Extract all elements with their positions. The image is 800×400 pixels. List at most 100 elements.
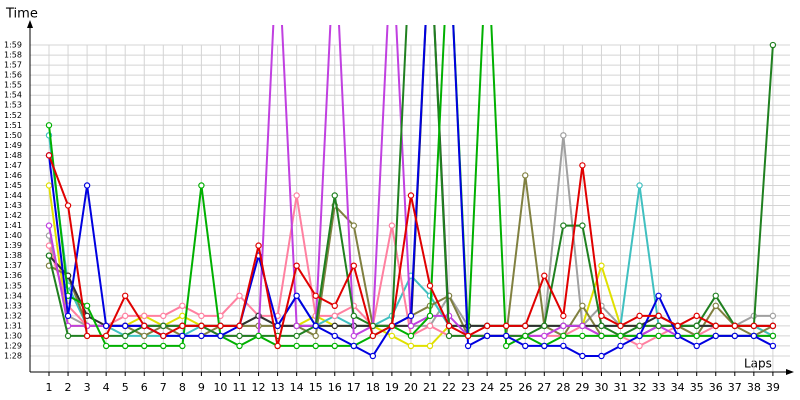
x-tick-label: 1 xyxy=(46,381,53,394)
point xyxy=(731,322,739,330)
point xyxy=(426,322,434,330)
point xyxy=(407,342,415,350)
point xyxy=(255,242,262,249)
point xyxy=(541,322,548,330)
point xyxy=(407,332,415,340)
point xyxy=(445,322,453,330)
y-tick-label: 1:47 xyxy=(4,161,22,170)
point xyxy=(141,312,148,320)
point xyxy=(141,342,148,350)
y-tick-label: 1:53 xyxy=(4,101,22,110)
point xyxy=(312,292,319,299)
y-tick-label: 1:57 xyxy=(4,61,22,70)
x-tick-label: 22 xyxy=(442,381,456,394)
point xyxy=(274,322,281,330)
point xyxy=(236,322,243,330)
point xyxy=(64,332,72,340)
point xyxy=(198,322,205,330)
point xyxy=(350,312,357,320)
y-tick-label: 1:29 xyxy=(4,341,22,350)
x-tick-label: 29 xyxy=(575,381,589,394)
x-tick-label: 26 xyxy=(518,381,532,394)
point xyxy=(121,332,129,340)
x-tick-label: 19 xyxy=(385,381,399,394)
point xyxy=(522,342,529,350)
point xyxy=(598,312,605,320)
y-tick-label: 1:34 xyxy=(4,291,22,300)
point xyxy=(350,222,357,229)
point xyxy=(121,322,129,330)
x-tick-label: 32 xyxy=(633,381,647,394)
point xyxy=(560,222,567,229)
x-tick-label: 3 xyxy=(84,381,91,394)
point xyxy=(255,332,262,340)
point xyxy=(769,332,777,340)
point xyxy=(407,322,415,330)
x-tick-label: 21 xyxy=(423,381,437,394)
point xyxy=(350,262,357,269)
point xyxy=(179,322,186,330)
point xyxy=(160,312,167,320)
x-tick-label: 30 xyxy=(594,381,608,394)
point xyxy=(445,332,453,340)
y-tick-label: 1:48 xyxy=(4,151,22,160)
point xyxy=(198,312,205,320)
x-tick-label: 8 xyxy=(179,381,186,394)
point xyxy=(769,41,777,49)
point xyxy=(293,342,300,350)
point xyxy=(560,132,567,139)
point xyxy=(636,182,643,189)
point xyxy=(102,342,110,350)
x-tick-label: 28 xyxy=(556,381,570,394)
y-tick-label: 1:42 xyxy=(4,211,22,220)
point xyxy=(293,262,300,269)
y-tick-label: 1:56 xyxy=(4,71,22,80)
point xyxy=(598,332,605,340)
point xyxy=(160,322,167,330)
y-tick-label: 1:44 xyxy=(4,191,22,200)
point xyxy=(388,332,396,340)
point xyxy=(541,332,548,340)
x-tick-label: 37 xyxy=(728,381,742,394)
x-tick-label: 34 xyxy=(671,381,685,394)
point xyxy=(655,332,662,340)
x-tick-label: 17 xyxy=(347,381,361,394)
point xyxy=(503,322,510,330)
point xyxy=(750,322,758,330)
point xyxy=(407,312,415,320)
point xyxy=(560,312,567,320)
point xyxy=(64,202,72,209)
y-tick-label: 1:43 xyxy=(4,201,22,210)
y-tick-label: 1:59 xyxy=(4,41,22,50)
x-tick-label: 14 xyxy=(290,381,304,394)
y-tick-label: 1:49 xyxy=(4,141,22,150)
point xyxy=(45,122,53,129)
point xyxy=(293,192,300,199)
point xyxy=(198,332,205,340)
point xyxy=(45,252,53,259)
point xyxy=(598,262,605,269)
y-tick-label: 1:50 xyxy=(4,131,22,140)
point xyxy=(541,272,548,279)
point xyxy=(693,322,700,330)
x-tick-label: 10 xyxy=(213,381,227,394)
y-tick-label: 1:46 xyxy=(4,171,22,180)
x-tick-label: 15 xyxy=(309,381,323,394)
point xyxy=(693,342,700,350)
x-tick-label: 31 xyxy=(614,381,628,394)
point xyxy=(712,332,719,340)
y-tick-label: 1:38 xyxy=(4,251,22,260)
point xyxy=(312,322,319,330)
point xyxy=(579,222,586,229)
point xyxy=(617,342,624,350)
series-line xyxy=(48,25,774,338)
point xyxy=(331,332,338,340)
point xyxy=(483,322,491,330)
point xyxy=(217,332,224,340)
point xyxy=(179,342,186,350)
y-tick-label: 1:37 xyxy=(4,261,22,270)
x-tick-label: 33 xyxy=(652,381,666,394)
point xyxy=(121,292,129,299)
x-tick-label: 24 xyxy=(480,381,494,394)
